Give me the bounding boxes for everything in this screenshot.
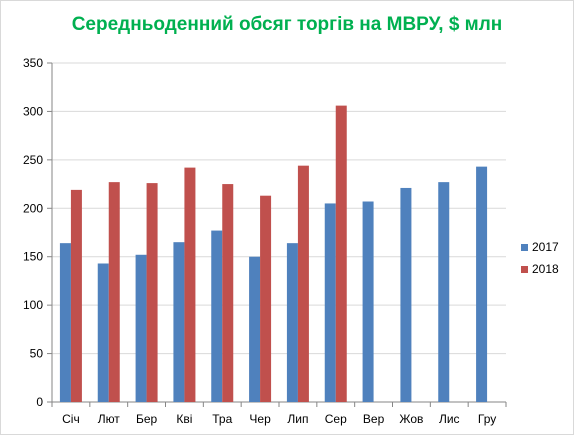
bar-2017-Сер [324, 203, 336, 402]
bar-2018-Тра [222, 184, 234, 402]
x-tick-label: Жов [399, 412, 423, 426]
x-tick-label: Лис [439, 412, 460, 426]
bar-2018-Бер [146, 183, 158, 402]
chart-title: Середньоденний обсяг торгів на МВРУ, $ м… [71, 14, 503, 35]
bar-2018-Січ [70, 189, 82, 402]
x-tick-label: Бер [136, 412, 158, 426]
y-tick-label: 250 [23, 153, 43, 167]
legend-item: 2017 [521, 236, 559, 258]
legend-label: 2018 [532, 262, 559, 276]
bar-2018-Кві [184, 167, 196, 402]
bar-2017-Лют [97, 263, 109, 402]
y-tick-label: 0 [36, 395, 43, 409]
bar-2017-Тра [211, 230, 223, 402]
x-tick-label: Тра [212, 412, 232, 426]
bar-2018-Лют [108, 182, 120, 402]
bar-2018-Чер [260, 195, 272, 402]
legend-swatch [521, 243, 528, 251]
bar-2017-Лис [438, 182, 450, 402]
x-tick-label: Січ [62, 412, 80, 426]
y-tick-label: 100 [23, 298, 43, 312]
legend-swatch [521, 265, 528, 273]
y-tick-label: 350 [23, 56, 43, 70]
legend-item: 2018 [521, 258, 559, 280]
legend: 2017 2018 [521, 236, 559, 280]
x-tick-label: Сер [325, 412, 347, 426]
bar-2017-Кві [173, 242, 185, 402]
bars [59, 105, 488, 403]
x-tick-label: Вер [363, 412, 385, 426]
bar-2017-Вер [362, 201, 374, 402]
x-tick-label: Чер [249, 412, 271, 426]
bar-2017-Гру [476, 166, 488, 402]
y-tick-label: 150 [23, 250, 43, 264]
bar-2018-Сер [335, 105, 347, 403]
x-tick-label: Гру [478, 412, 496, 426]
bar-2017-Лип [286, 243, 298, 402]
legend-label: 2017 [532, 240, 559, 254]
y-tick-label: 200 [23, 201, 43, 215]
y-tick-label: 300 [23, 104, 43, 118]
x-tick-label: Лют [98, 412, 121, 426]
x-tick-label: Лип [287, 412, 308, 426]
bar-2017-Бер [135, 254, 147, 402]
y-tick-label: 50 [30, 347, 44, 361]
x-axis: Січ Лют Бер Кві Тра Чер Лип Сер Вер Жов Лис Гру [51, 401, 507, 426]
bar-2017-Жов [400, 187, 412, 402]
bar-2017-Січ [59, 243, 71, 402]
y-axis: 0 50 100 150 200 250 300 350 [23, 56, 53, 409]
x-tick-label: Кві [176, 412, 192, 426]
bar-2017-Чер [249, 256, 261, 402]
gridlines [52, 62, 506, 355]
bar-2018-Лип [297, 165, 309, 402]
